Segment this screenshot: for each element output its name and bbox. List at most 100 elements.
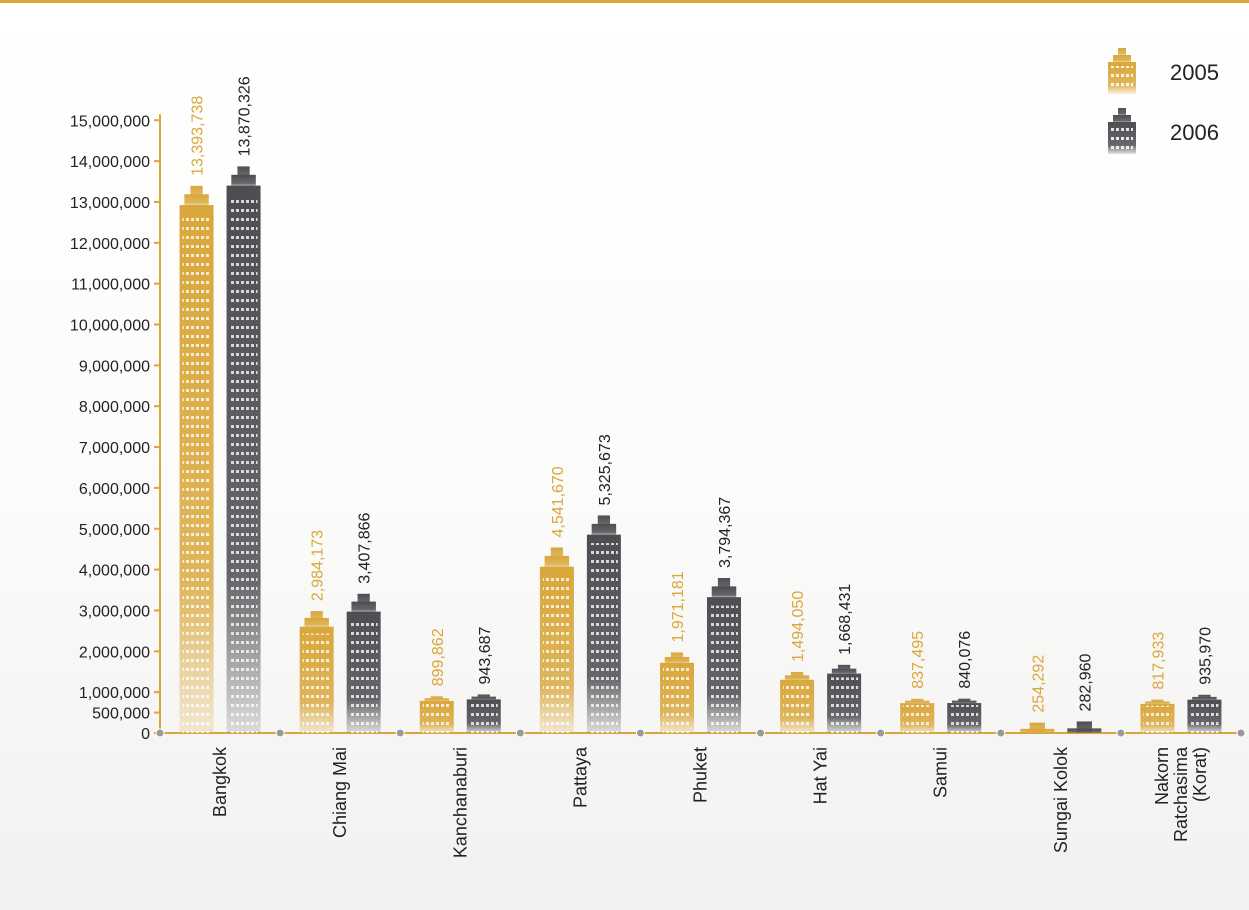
x-tick-label-line: Sungai Kolok <box>1051 746 1071 853</box>
bar-shoulder <box>664 656 690 664</box>
bar-2006-5 <box>827 664 862 733</box>
x-tick-label-line: Chiang Mai <box>330 747 350 838</box>
bar-shoulder <box>304 617 329 628</box>
bar-shoulder <box>784 675 810 681</box>
bar-spire <box>190 185 203 198</box>
y-tick-label: 15,000,000 <box>70 113 150 130</box>
x-tick-label-line: Ratchasima <box>1171 746 1191 842</box>
y-tick-label: 9,000,000 <box>79 358 150 375</box>
bar-windows <box>1143 705 1172 733</box>
bar-2006-4 <box>707 578 741 733</box>
bar-windows <box>349 619 378 733</box>
value-label: 2,984,173 <box>310 530 327 601</box>
x-tick-label-line: Pattaya <box>570 746 590 808</box>
bar-2006-3 <box>586 515 621 733</box>
value-label: 13,393,738 <box>190 96 207 176</box>
x-axis-node <box>635 728 645 738</box>
x-tick-label: Chiang Mai <box>330 747 350 838</box>
bar-spire <box>670 652 684 659</box>
legend-swatch-spire <box>1118 108 1126 116</box>
x-tick-label-line: Hat Yai <box>811 747 831 804</box>
x-tick-label: Kanchanaburi <box>450 747 470 858</box>
x-axis-node <box>756 728 766 738</box>
x-tick-label-line: Phuket <box>691 747 711 803</box>
bar-shoulder <box>471 696 497 700</box>
bar-windows <box>950 704 979 733</box>
bar-2005-2 <box>419 696 454 733</box>
x-tick-label-line: (Korat) <box>1190 747 1210 802</box>
legend-label: 2006 <box>1170 120 1219 145</box>
value-label: 254,292 <box>1030 655 1047 713</box>
y-tick-label: 4,000,000 <box>79 563 150 580</box>
bar-windows <box>229 193 258 733</box>
x-axis-node <box>876 728 886 738</box>
bar-2006-6 <box>947 698 982 733</box>
bar-2006-7 <box>1067 721 1102 733</box>
bar-windows <box>710 605 738 733</box>
value-label: 943,687 <box>477 627 494 685</box>
y-tick-label: 3,000,000 <box>79 603 150 620</box>
legend-swatch-2006 <box>1108 108 1136 154</box>
bar-2005-3 <box>539 547 574 733</box>
bar-spire <box>237 166 250 179</box>
bar-base <box>1067 728 1102 733</box>
y-tick-label: 0 <box>141 726 150 743</box>
bar-spire <box>310 611 323 621</box>
x-tick-label: Pattaya <box>570 746 590 808</box>
legend-swatch-2005 <box>1108 48 1136 94</box>
y-tick-label: 10,000,000 <box>70 318 150 335</box>
x-tick-label-line: Nakorn <box>1152 747 1172 805</box>
bar-windows <box>663 667 691 733</box>
value-label: 837,495 <box>910 631 927 689</box>
bar-spire <box>717 578 731 591</box>
y-tick-label: 12,000,000 <box>70 236 150 253</box>
bar-2005-5 <box>780 671 815 733</box>
bar-2005-4 <box>660 652 694 733</box>
bar-windows <box>182 213 211 733</box>
bar-windows <box>302 633 331 733</box>
bar-spire <box>550 547 564 560</box>
y-tick-label: 14,000,000 <box>70 154 150 171</box>
legend-swatch-spire <box>1118 48 1126 56</box>
bar-2006-8 <box>1187 694 1222 733</box>
bar-windows <box>469 701 498 733</box>
bar-shoulder <box>904 700 930 704</box>
y-tick-label: 7,000,000 <box>79 440 150 457</box>
legend-swatch-windows <box>1111 126 1133 152</box>
bar-2006-2 <box>466 694 501 733</box>
bar-shoulder <box>351 601 376 613</box>
value-label: 1,494,050 <box>790 591 807 662</box>
x-tick-label: Phuket <box>691 747 711 803</box>
bar-spire <box>1198 694 1211 698</box>
value-label: 1,668,431 <box>837 584 854 655</box>
bar-2006-1 <box>346 593 381 733</box>
bar-spire <box>911 698 924 702</box>
x-axis-node <box>1236 728 1246 738</box>
x-tick-label-line: Bangkok <box>210 746 230 817</box>
x-tick-label: Hat Yai <box>811 747 831 804</box>
legend: 2005 2006 <box>1108 48 1219 154</box>
x-axis-node <box>996 728 1006 738</box>
y-tick-label: 8,000,000 <box>79 399 150 416</box>
bar-2005-7 <box>1020 722 1055 733</box>
x-axis-node <box>515 728 525 738</box>
y-tick-label: 6,000,000 <box>79 481 150 498</box>
bar-2005-0 <box>179 185 214 733</box>
x-tick-label: Bangkok <box>210 746 230 817</box>
value-label: 1,971,181 <box>670 571 687 642</box>
legend-swatch-shoulder <box>1113 115 1131 123</box>
y-tick-label: 13,000,000 <box>70 195 150 212</box>
bar-spire <box>430 696 443 700</box>
bar-shoulder <box>1145 701 1170 705</box>
legend-swatch-shoulder <box>1113 55 1131 63</box>
bar-base <box>1020 728 1055 733</box>
bar-spire <box>597 515 611 528</box>
x-tick-label: Samui <box>931 747 951 798</box>
bar-windows <box>783 683 812 733</box>
x-axis-node <box>395 728 405 738</box>
bar-windows <box>589 543 618 733</box>
x-tick-label-line: Kanchanaburi <box>450 747 470 858</box>
x-tick-label-line: Samui <box>931 747 951 798</box>
x-tick-label: Sungai Kolok <box>1051 746 1071 853</box>
